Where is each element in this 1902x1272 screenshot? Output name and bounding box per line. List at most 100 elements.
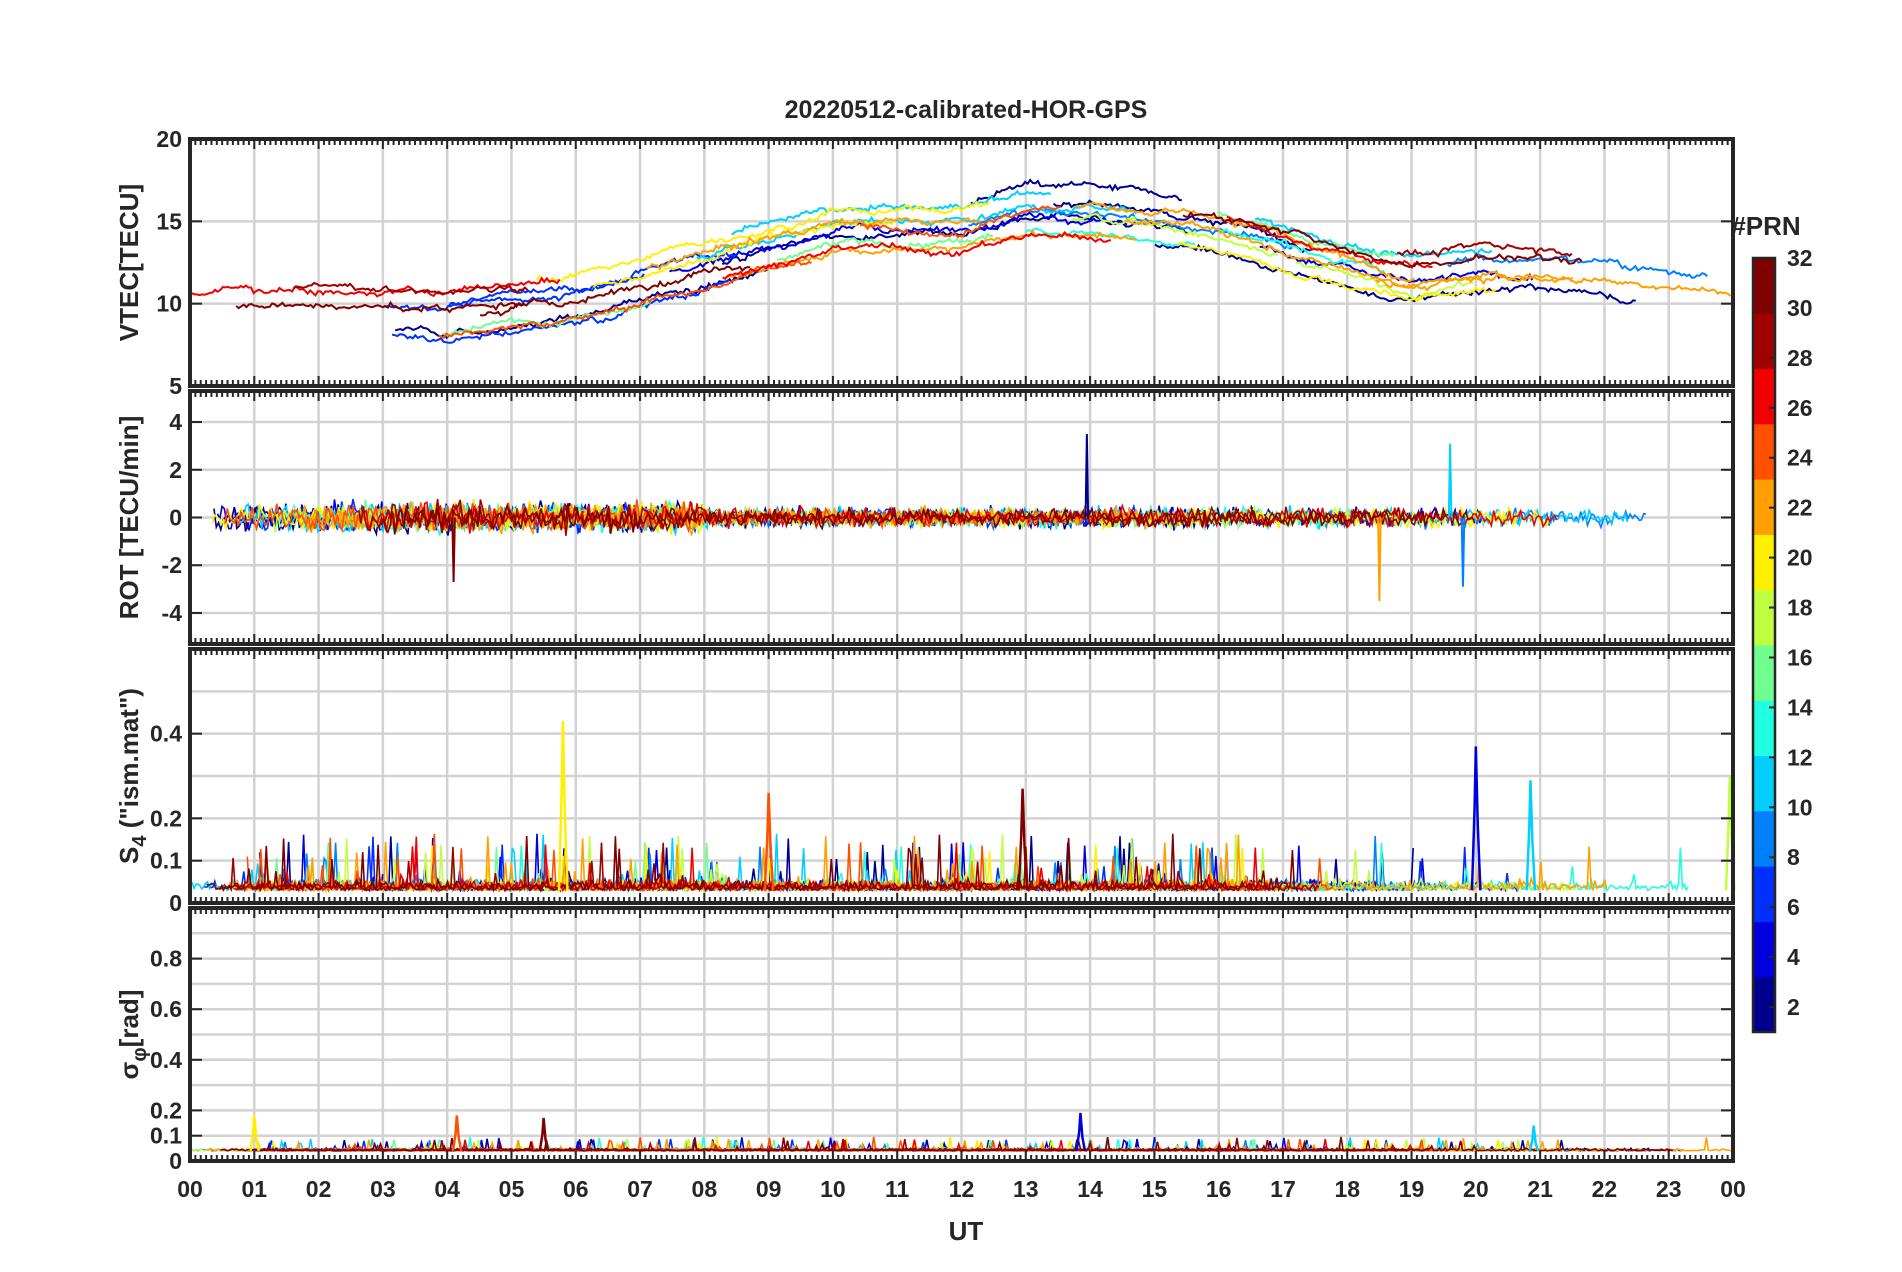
sigma_phi-ticks	[189, 908, 1734, 1162]
rot-y-axis-label: ROT [TECU/min]	[114, 416, 144, 620]
x-tick-label: 11	[885, 1176, 910, 1202]
s4-peak	[1470, 746, 1482, 891]
sigma_phi-peak	[451, 1115, 463, 1152]
y-label-subscript: 4	[129, 835, 151, 847]
vtec-arc-prn-31	[479, 265, 751, 317]
colorbar-segment	[1753, 423, 1775, 480]
colorbar-segment	[1753, 313, 1775, 370]
sigma_phi-y-tick-label: 0.2	[150, 1097, 182, 1123]
panel-sigma_phi: 00.10.2 0.4 0.6 0.8 σφ[rad]	[114, 906, 1735, 1174]
s4-y-axis-label: S4 ("ism.mat")	[114, 688, 151, 864]
rot-y-tick-label: -4	[162, 600, 183, 626]
y-label-main: S	[114, 847, 144, 864]
sigma_phi-series-prn-31	[220, 1136, 1674, 1153]
vtec-y-tick-label: 20	[156, 126, 182, 152]
rot-y-tick-label: -2	[162, 552, 182, 578]
colorbar-segment	[1753, 700, 1775, 757]
s4-y-tick-label: 0.4	[150, 721, 182, 747]
colorbar-segment	[1753, 534, 1775, 591]
rot-series-prn-31	[380, 502, 1476, 535]
sigma_phi-peak	[538, 1117, 550, 1152]
rot-y-tick-label: 4	[169, 409, 182, 435]
sigma_phi-y-tick-label: 0.8	[150, 946, 182, 972]
s4-peak	[557, 720, 569, 891]
x-tick-label: 20	[1463, 1176, 1489, 1202]
colorbar-segment	[1753, 866, 1775, 922]
rot-series	[211, 433, 1647, 602]
vtec-arc-prn-11	[731, 189, 1052, 236]
x-tick-label: 02	[306, 1176, 332, 1202]
sigma_phi-peak	[1075, 1112, 1087, 1152]
colorbar-label: #PRN	[1731, 211, 1800, 241]
colorbar-tick-label: 28	[1787, 345, 1813, 371]
colorbar-tick-label: 30	[1787, 295, 1813, 321]
rot-spike	[451, 517, 456, 582]
sigma_phi-series	[191, 1112, 1732, 1153]
vtec-arc-prn-13	[1024, 227, 1196, 248]
vtec-arc-prn-21	[646, 216, 981, 271]
x-tick-label: 17	[1270, 1176, 1296, 1202]
x-tick-label: 00	[1720, 1176, 1746, 1202]
x-tick-label: 00	[177, 1176, 203, 1202]
colorbar-tick-label: 6	[1787, 894, 1800, 920]
vtec-y-tick-label: 5	[169, 373, 182, 399]
colorbar-segment	[1753, 921, 1775, 978]
x-tick-label: 23	[1656, 1176, 1682, 1202]
colorbar-tick-label: 18	[1787, 595, 1813, 621]
y-label-rest: [rad]	[114, 990, 144, 1048]
x-tick-label: 01	[241, 1176, 267, 1202]
x-tick-label: 08	[692, 1176, 718, 1202]
s4-peak	[763, 792, 775, 891]
x-tick-labels: 00 01 02 03 04 05 06 07 08 09 10 11 12 13 14 15 16 17 18 19…	[177, 1176, 1746, 1202]
colorbar-tick-label: 32	[1787, 245, 1813, 271]
vtec-arc-prn-27	[191, 276, 561, 298]
colorbar-tick-label: 2	[1787, 994, 1800, 1020]
colorbar-segment	[1753, 479, 1775, 535]
vtec-arc-prn-7	[447, 273, 645, 308]
x-tick-label: 09	[756, 1176, 782, 1202]
vtec-arc-prn-23	[1075, 201, 1416, 283]
sigma_phi-y-tick-label: 0.4	[150, 1047, 182, 1073]
rot-spike	[1460, 517, 1466, 587]
sigma_phi-peak	[1528, 1125, 1540, 1152]
x-tick-label: 21	[1527, 1176, 1553, 1202]
x-tick-label: 12	[949, 1176, 975, 1202]
s4-series-prn-31	[206, 833, 1301, 893]
x-tick-label: 03	[370, 1176, 396, 1202]
vtec-arc-prn-19	[536, 200, 991, 285]
vtec-arc-prn-15	[776, 232, 994, 262]
colorbar-tick-label: 20	[1787, 545, 1813, 571]
vtec-grid	[190, 139, 1733, 386]
x-tick-label: 04	[434, 1176, 460, 1202]
colorbar-tick-label: 16	[1787, 644, 1813, 670]
x-tick-label: 06	[563, 1176, 589, 1202]
rot-ticks	[189, 391, 1734, 644]
x-tick-label: 16	[1206, 1176, 1232, 1202]
vtec-arc-prn-25	[859, 205, 1061, 239]
rot-spike	[1084, 433, 1090, 518]
y-label-rest: ("ism.mat")	[114, 688, 144, 835]
sigma_phi-y-tick-label: 0	[169, 1148, 182, 1174]
s4-y-tick-label: 0.1	[150, 848, 182, 874]
x-axis-label: UT	[949, 1216, 984, 1246]
sigma_phi-y-tick-label: 0.6	[150, 996, 182, 1022]
colorbar-tick-label: 4	[1787, 944, 1800, 970]
rot-spike	[1447, 443, 1453, 518]
s4-y-tick-label: 0.2	[150, 805, 182, 831]
sigma_phi-y-axis-label: σφ[rad]	[114, 990, 151, 1080]
x-tick-label: 15	[1142, 1176, 1168, 1202]
s4-peak	[1017, 788, 1029, 891]
sigma_phi-peak	[249, 1115, 261, 1152]
colorbar-segment	[1753, 589, 1775, 646]
x-tick-label: 22	[1592, 1176, 1618, 1202]
x-tick-label: 18	[1334, 1176, 1360, 1202]
sigma_phi-grid	[190, 908, 1733, 1161]
colorbar-tick-label: 22	[1787, 495, 1813, 521]
colorbar-tick-label: 14	[1787, 694, 1813, 720]
sigma_phi-y-tick-label: 0.1	[150, 1123, 182, 1149]
s4-y-tick-label: 0	[169, 890, 182, 916]
vtec-arc-prn-17	[1071, 213, 1278, 258]
vtec-arc-prn-29	[1396, 241, 1573, 259]
vtec-series	[191, 178, 1732, 344]
